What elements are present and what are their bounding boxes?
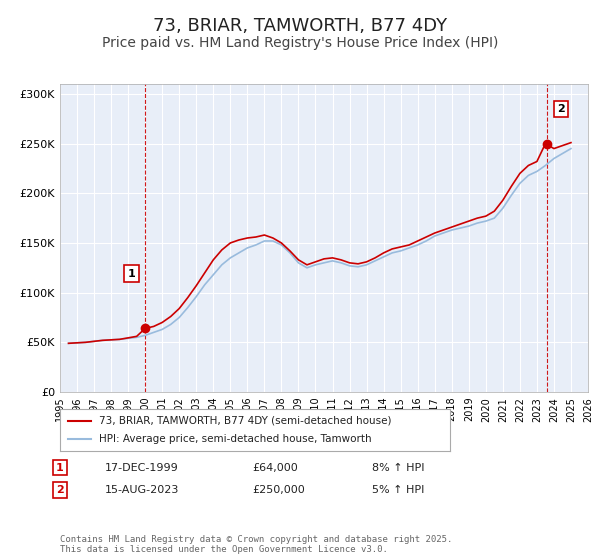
- Text: £250,000: £250,000: [252, 485, 305, 495]
- Text: 1: 1: [128, 269, 136, 279]
- Text: 73, BRIAR, TAMWORTH, B77 4DY: 73, BRIAR, TAMWORTH, B77 4DY: [153, 17, 447, 35]
- Text: 17-DEC-1999: 17-DEC-1999: [105, 463, 179, 473]
- Text: 1: 1: [56, 463, 64, 473]
- Text: HPI: Average price, semi-detached house, Tamworth: HPI: Average price, semi-detached house,…: [99, 434, 371, 444]
- Text: Contains HM Land Registry data © Crown copyright and database right 2025.
This d: Contains HM Land Registry data © Crown c…: [60, 535, 452, 554]
- Text: Price paid vs. HM Land Registry's House Price Index (HPI): Price paid vs. HM Land Registry's House …: [102, 36, 498, 50]
- Text: 8% ↑ HPI: 8% ↑ HPI: [372, 463, 425, 473]
- Text: £64,000: £64,000: [252, 463, 298, 473]
- Text: 2: 2: [56, 485, 64, 495]
- Text: 2: 2: [557, 104, 565, 114]
- Text: 5% ↑ HPI: 5% ↑ HPI: [372, 485, 424, 495]
- Text: 73, BRIAR, TAMWORTH, B77 4DY (semi-detached house): 73, BRIAR, TAMWORTH, B77 4DY (semi-detac…: [99, 416, 392, 426]
- Text: 15-AUG-2023: 15-AUG-2023: [105, 485, 179, 495]
